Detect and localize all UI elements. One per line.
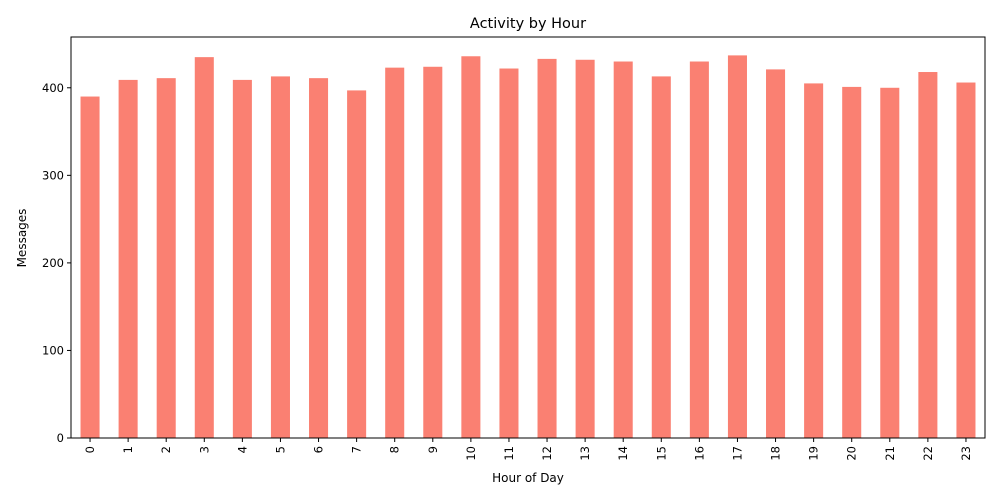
x-tick-label: 17 (730, 446, 744, 461)
bar-hour-13 (575, 59, 595, 438)
x-tick-label: 23 (959, 446, 973, 461)
x-tick-label: 6 (312, 446, 326, 453)
y-axis-label: Messages (15, 209, 29, 268)
bar-hour-8 (385, 67, 405, 438)
x-tick-label: 9 (426, 446, 440, 453)
bar-hour-16 (689, 61, 709, 438)
bar-hour-5 (270, 76, 290, 438)
y-tick-label: 0 (57, 431, 64, 445)
bar-hour-0 (80, 96, 100, 439)
plot-frame (70, 36, 986, 439)
bar-hour-18 (766, 69, 786, 438)
bar-hour-20 (842, 86, 862, 438)
bar-hour-4 (232, 79, 252, 439)
bar-hour-2 (156, 78, 176, 438)
x-tick-label: 12 (540, 446, 554, 461)
bar-hour-17 (727, 55, 747, 438)
y-tick-label: 200 (42, 256, 64, 270)
x-tick-label: 1 (121, 446, 135, 453)
x-tick-label: 20 (845, 446, 859, 461)
bar-hour-11 (499, 68, 519, 438)
y-tick-label: 400 (42, 81, 64, 95)
bars-group (80, 55, 976, 439)
x-tick-label: 7 (350, 446, 364, 453)
bar-hour-9 (423, 66, 443, 439)
bar-hour-14 (613, 61, 633, 438)
x-tick-label: 19 (807, 446, 821, 461)
bar-hour-6 (309, 78, 329, 438)
x-tick-label: 0 (83, 446, 97, 453)
x-tick-label: 21 (883, 446, 897, 461)
y-tick-label: 300 (42, 168, 64, 182)
y-axis-ticks: 0 100 200 300 400 (42, 81, 71, 445)
bar-hour-1 (118, 79, 138, 439)
x-tick-label: 3 (197, 446, 211, 453)
x-tick-label: 2 (159, 446, 173, 453)
x-tick-label: 18 (769, 446, 783, 461)
bar-hour-10 (461, 56, 481, 438)
bar-hour-19 (804, 83, 824, 438)
x-tick-label: 8 (388, 446, 402, 453)
x-axis-ticks: 0 1 2 3 4 5 6 7 8 9 10 11 12 13 14 15 16 17 18 19 20 21 22 23 (83, 438, 973, 461)
bar-hour-12 (537, 58, 557, 439)
x-tick-label: 16 (692, 446, 706, 461)
chart-title: Activity by Hour (470, 16, 586, 32)
x-tick-label: 11 (502, 446, 516, 461)
x-axis-label: Hour of Day (492, 471, 564, 485)
bar-hour-15 (651, 76, 671, 438)
y-tick-label: 100 (42, 343, 64, 357)
x-tick-label: 22 (921, 446, 935, 461)
bar-hour-7 (347, 90, 367, 438)
bar-hour-23 (956, 82, 976, 438)
bar-hour-21 (880, 87, 900, 438)
x-tick-label: 14 (616, 446, 630, 461)
x-tick-label: 15 (654, 446, 668, 461)
bar-hour-3 (194, 57, 214, 439)
x-tick-label: 13 (578, 446, 592, 461)
x-tick-label: 5 (273, 446, 287, 453)
bar-hour-22 (918, 72, 938, 438)
x-tick-label: 10 (464, 446, 478, 461)
x-tick-label: 4 (235, 446, 249, 453)
